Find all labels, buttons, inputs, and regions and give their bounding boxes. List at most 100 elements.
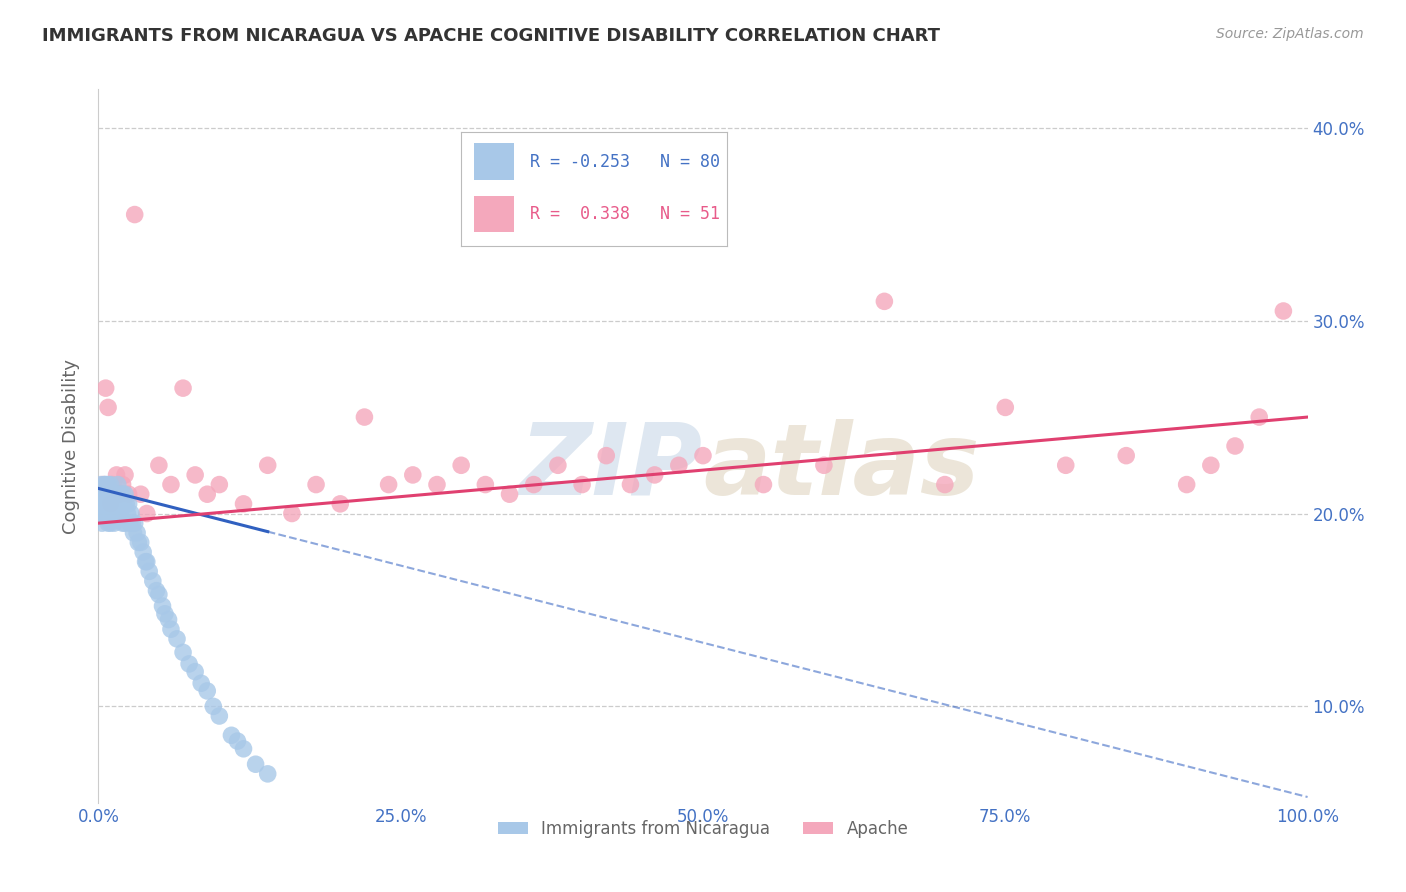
Text: IMMIGRANTS FROM NICARAGUA VS APACHE COGNITIVE DISABILITY CORRELATION CHART: IMMIGRANTS FROM NICARAGUA VS APACHE COGN… <box>42 27 941 45</box>
Point <box>135 507 157 521</box>
Point <box>377 477 399 491</box>
Point <box>1175 477 1198 491</box>
Point <box>96 507 118 521</box>
Point <box>523 477 546 491</box>
Point <box>148 458 170 473</box>
Point <box>97 516 120 530</box>
Legend: Immigrants from Nicaragua, Apache: Immigrants from Nicaragua, Apache <box>491 814 915 845</box>
Point <box>104 487 127 501</box>
Point <box>94 477 117 491</box>
Text: atlas: atlas <box>703 419 980 516</box>
Point <box>89 497 111 511</box>
Point <box>994 401 1017 415</box>
Point <box>644 467 666 482</box>
Point <box>101 487 124 501</box>
Point <box>101 507 124 521</box>
Point <box>98 507 121 521</box>
Point <box>100 487 122 501</box>
Point <box>221 728 243 742</box>
Point <box>353 410 375 425</box>
Point <box>105 487 128 501</box>
Point <box>152 599 174 613</box>
Point <box>94 381 117 395</box>
Point <box>97 477 120 491</box>
Point <box>93 507 115 521</box>
Point <box>135 555 157 569</box>
Point <box>91 487 114 501</box>
Point <box>124 516 146 530</box>
Point <box>96 487 118 501</box>
Point <box>166 632 188 646</box>
Point <box>132 545 155 559</box>
Point <box>127 535 149 549</box>
Point <box>934 477 956 491</box>
Point <box>281 507 304 521</box>
Point <box>256 767 278 781</box>
Point <box>103 516 125 530</box>
Point <box>202 699 225 714</box>
Point <box>208 709 231 723</box>
Point <box>112 497 135 511</box>
Point <box>402 467 425 482</box>
Point <box>111 516 134 530</box>
Point <box>195 487 218 501</box>
Point <box>305 477 328 491</box>
Point <box>91 497 114 511</box>
Point <box>101 477 124 491</box>
Point <box>121 516 143 530</box>
Point <box>571 477 593 491</box>
Point <box>122 525 145 540</box>
Point <box>619 477 641 491</box>
Point <box>232 497 254 511</box>
Point <box>118 516 141 530</box>
Point <box>245 757 267 772</box>
Point <box>91 507 114 521</box>
Point <box>100 497 122 511</box>
Point <box>117 507 139 521</box>
Point <box>90 507 112 521</box>
Point <box>1054 458 1077 473</box>
Point <box>474 477 496 491</box>
Point <box>1223 439 1246 453</box>
Point <box>873 294 896 309</box>
Point <box>1249 410 1271 425</box>
Point <box>157 613 180 627</box>
Point <box>98 487 121 501</box>
Point <box>93 487 115 501</box>
Point <box>91 516 114 530</box>
Y-axis label: Cognitive Disability: Cognitive Disability <box>62 359 80 533</box>
Point <box>547 458 569 473</box>
Point <box>135 555 157 569</box>
Point <box>160 477 183 491</box>
Point <box>107 497 129 511</box>
Text: ZIP: ZIP <box>520 419 703 516</box>
Point <box>105 507 128 521</box>
Point <box>107 477 129 491</box>
Point <box>118 497 141 511</box>
Point <box>1272 304 1295 318</box>
Point <box>100 477 122 491</box>
Point <box>108 487 131 501</box>
Point <box>145 583 167 598</box>
Point <box>256 458 278 473</box>
Point <box>115 497 138 511</box>
Point <box>120 507 142 521</box>
Point <box>108 497 131 511</box>
Point <box>329 497 352 511</box>
Point <box>91 477 114 491</box>
Point <box>104 507 127 521</box>
Point <box>172 645 194 659</box>
Point <box>111 487 134 501</box>
Point <box>142 574 165 588</box>
Point <box>172 381 194 395</box>
Point <box>97 401 120 415</box>
Point <box>184 665 207 679</box>
Point <box>1115 449 1137 463</box>
Point <box>232 741 254 756</box>
Point <box>100 516 122 530</box>
Point <box>138 565 160 579</box>
Point <box>127 525 149 540</box>
Point <box>208 477 231 491</box>
Point <box>184 467 207 482</box>
Point <box>100 497 122 511</box>
